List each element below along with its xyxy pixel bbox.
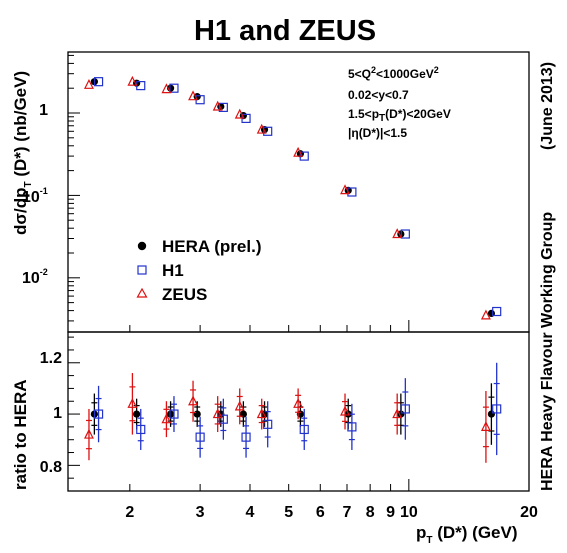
ratio-point-h1	[263, 419, 273, 429]
ratio-point-zeus	[212, 408, 223, 419]
lower-ytick-label-1: 1	[53, 405, 62, 422]
lower-y-axis-label: ratio to HERA	[11, 380, 30, 491]
legend-label-zeus: ZEUS	[162, 285, 207, 304]
upper-point-zeus	[392, 228, 403, 239]
lower-ytick-label-0.8: 0.8	[40, 459, 62, 476]
ratio-point-h1	[93, 409, 104, 419]
upper-point-zeus	[127, 75, 138, 86]
ratio-point-zeus	[127, 397, 138, 408]
legend-marker-zeus	[136, 287, 148, 298]
upper-point-h1	[400, 229, 410, 239]
lower-plot-frame	[67, 331, 530, 492]
ratio-point-h1	[136, 424, 146, 435]
upper-data-layer	[83, 75, 502, 320]
upper-ytick-label-0.01: 10-2	[22, 267, 48, 287]
upper-point-hera-prel-	[193, 93, 201, 101]
lower-ytick-label-1.2: 1.2	[40, 350, 62, 367]
ratio-point-zeus	[83, 428, 94, 439]
ratio-point-h1	[169, 409, 179, 419]
ratio-point-h1	[218, 414, 228, 424]
x-tick-label: 7	[343, 504, 352, 521]
upper-point-h1	[218, 102, 228, 112]
legend-marker-h1	[137, 265, 147, 275]
upper-point-zeus	[188, 90, 199, 101]
upper-ytick-label-1: 1	[39, 102, 48, 119]
upper-point-h1	[169, 83, 179, 93]
ratio-point-zeus	[161, 413, 172, 424]
ratio-point-zeus	[188, 395, 199, 406]
upper-point-zeus	[340, 184, 350, 195]
x-tick-labels: 2 3 4 5 6 7 8 9 10 20	[125, 504, 538, 521]
ratio-point-hera-prel-	[487, 410, 495, 418]
ratio-point-h1	[241, 432, 251, 442]
upper-point-zeus	[161, 83, 172, 94]
ratio-point-h1	[492, 404, 502, 414]
cut-eta: |η(D*)|<1.5	[348, 126, 407, 140]
x-tick-label: 10	[400, 504, 418, 521]
ratio-point-zeus	[256, 408, 267, 419]
ratio-point-hera-prel-	[193, 410, 201, 418]
lower-axis-ticks	[68, 336, 530, 492]
ratio-point-zeus	[340, 405, 350, 416]
legend-label-h1: H1	[162, 261, 184, 280]
cut-pt: 1.5<pT(D*)<20GeV	[348, 107, 451, 124]
ratio-point-h1	[195, 432, 205, 442]
upper-axis-ticks	[68, 54, 530, 332]
x-tick-label: 2	[125, 504, 134, 521]
x-tick-label: 20	[520, 504, 538, 521]
x-axis-label: pT (D*) (GeV)	[416, 523, 518, 546]
side-date-label: (June 2013)	[539, 62, 556, 150]
x-tick-label: 3	[196, 504, 205, 521]
ratio-point-zeus	[480, 421, 491, 431]
x-tick-label: 4	[246, 504, 255, 521]
legend: HERA (prel.) H1 ZEUS	[136, 237, 262, 304]
ratio-point-h1	[400, 404, 410, 414]
x-tick-label: 9	[386, 504, 395, 521]
upper-point-h1	[263, 126, 273, 136]
upper-point-h1	[93, 77, 104, 87]
upper-point-zeus	[256, 123, 267, 134]
ratio-point-hera-prel-	[133, 410, 141, 418]
ratio-point-zeus	[234, 400, 245, 411]
legend-label-hera: HERA (prel.)	[162, 237, 262, 256]
side-group-label: HERA Heavy Flavour Working Group	[539, 212, 556, 491]
upper-point-zeus	[293, 146, 304, 157]
cut-q2: 5<Q2<1000GeV2	[348, 65, 439, 81]
x-tick-label: 5	[284, 504, 293, 521]
cut-y: 0.02<y<0.7	[348, 88, 409, 102]
x-tick-label: 6	[316, 504, 325, 521]
legend-marker-hera	[137, 241, 147, 251]
upper-plot-frame	[67, 51, 530, 333]
upper-point-zeus	[212, 100, 223, 111]
upper-point-zeus	[83, 78, 94, 89]
ratio-point-h1	[299, 424, 309, 435]
ratio-point-zeus	[293, 397, 304, 408]
upper-y-axis-label: dσ/dpT (D*) (nb/GeV)	[11, 71, 34, 235]
ratio-point-zeus	[392, 408, 403, 419]
ratio-point-h1	[347, 422, 357, 432]
lower-data-layer	[83, 362, 502, 463]
x-tick-label: 8	[366, 504, 375, 521]
figure-title: H1 and ZEUS	[194, 15, 376, 47]
upper-point-zeus	[480, 309, 491, 320]
ratio-point-hera-prel-	[166, 410, 175, 418]
upper-point-h1	[492, 306, 502, 317]
upper-point-zeus	[234, 108, 245, 119]
